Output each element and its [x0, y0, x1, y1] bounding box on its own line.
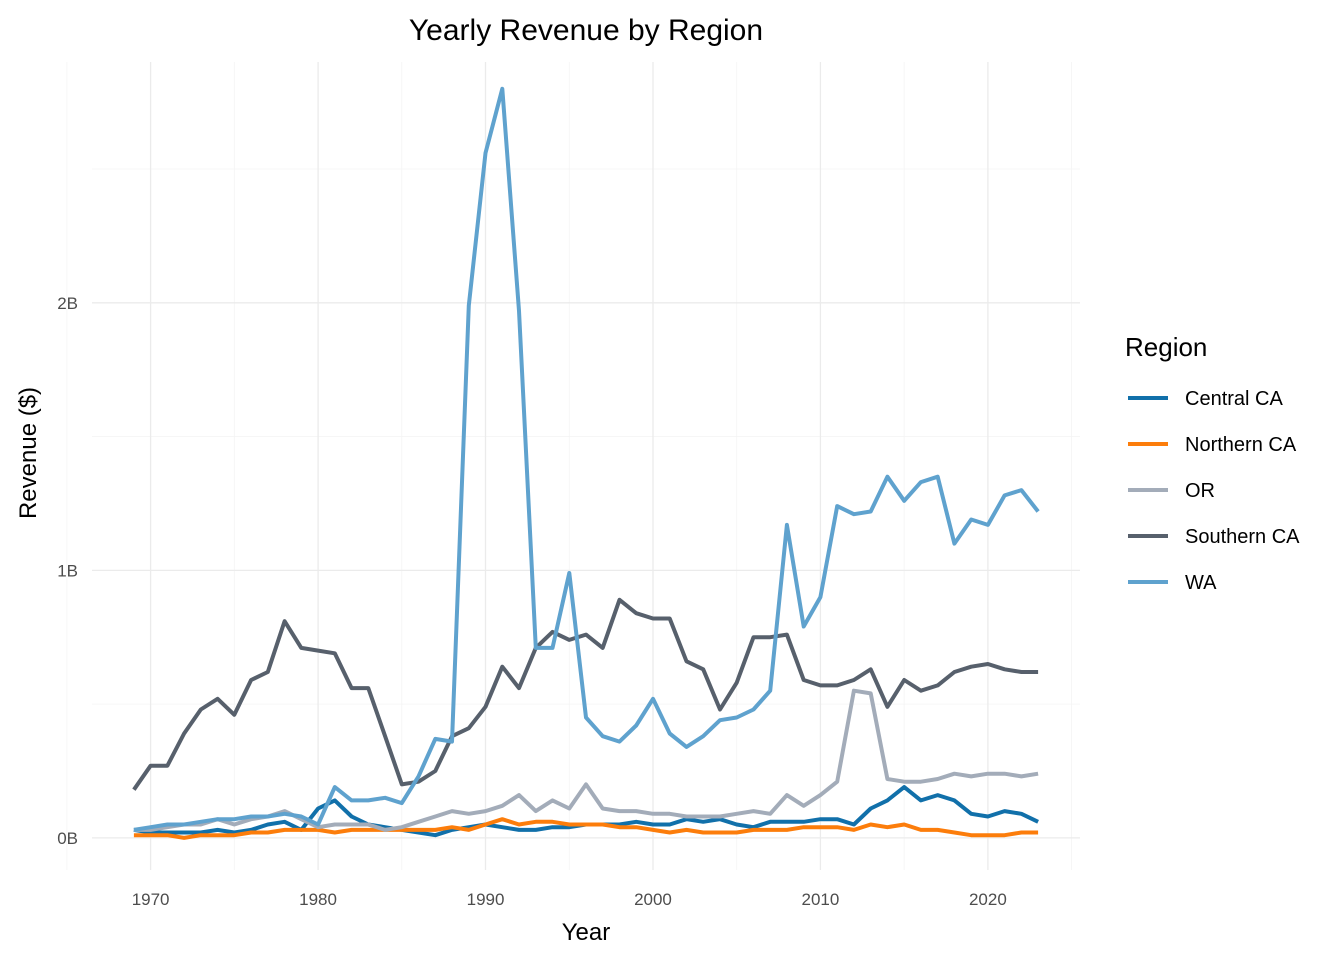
y-axis-title: Revenue ($) [15, 387, 42, 519]
legend-label-northern-ca: Northern CA [1185, 434, 1297, 456]
y-tick-label: 0B [57, 829, 78, 848]
x-tick-label: 2020 [969, 890, 1007, 909]
y-axis-ticks: 0B 1B 2B [57, 294, 78, 848]
x-tick-label: 1970 [132, 890, 170, 909]
x-tick-label: 2010 [802, 890, 840, 909]
x-axis-title: Year [562, 919, 611, 946]
series-line-wa [133, 86, 1040, 832]
legend-label-or: OR [1185, 480, 1215, 502]
x-axis-ticks: 1970 1980 1990 2000 2010 2020 [132, 890, 1007, 909]
x-tick-label: 2000 [634, 890, 672, 909]
x-tick-label: 1980 [299, 890, 337, 909]
series-line-central-ca [133, 785, 1039, 838]
legend-label-wa: WA [1185, 572, 1217, 594]
series-line-southern-ca [132, 597, 1039, 791]
legend-title: Region [1125, 332, 1207, 362]
legend: Region Central CA Northern CA OR Southern C… [1125, 332, 1300, 594]
y-tick-label: 2B [57, 294, 78, 313]
y-tick-label: 1B [57, 561, 78, 580]
legend-label-southern-ca: Southern CA [1185, 526, 1300, 548]
series-line-northern-ca [133, 817, 1039, 840]
series-line-or [133, 688, 1039, 832]
legend-label-central-ca: Central CA [1185, 388, 1283, 410]
legend-items: Central CA Northern CA OR Southern CA WA [1128, 388, 1300, 594]
series-lines [132, 86, 1040, 840]
chart-title: Yearly Revenue by Region [409, 14, 763, 47]
gridlines [66, 62, 1080, 870]
x-tick-label: 1990 [467, 890, 505, 909]
